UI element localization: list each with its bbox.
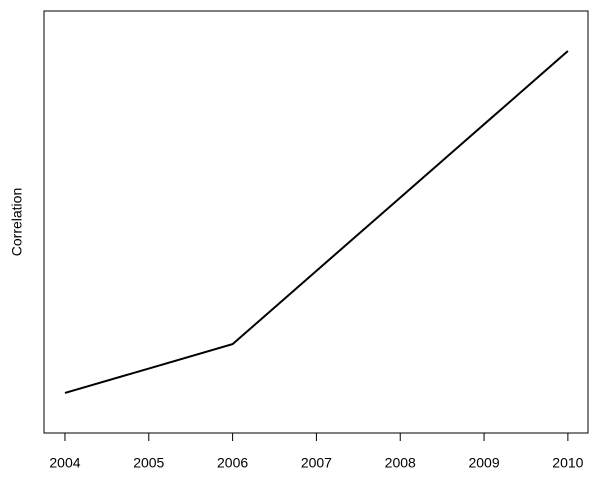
plot-frame xyxy=(43,10,589,434)
x-tick-label: 2008 xyxy=(385,455,416,471)
line xyxy=(64,50,569,394)
x-tick-label: 2009 xyxy=(468,455,499,471)
x-tick-label: 2006 xyxy=(217,455,248,471)
x-tick-label: 2005 xyxy=(133,455,164,471)
x-tick-label: 2010 xyxy=(552,455,583,471)
x-tick-label: 2007 xyxy=(301,455,332,471)
y-axis-label: Correlation xyxy=(9,188,25,256)
x-tick-label: 2004 xyxy=(49,455,80,471)
